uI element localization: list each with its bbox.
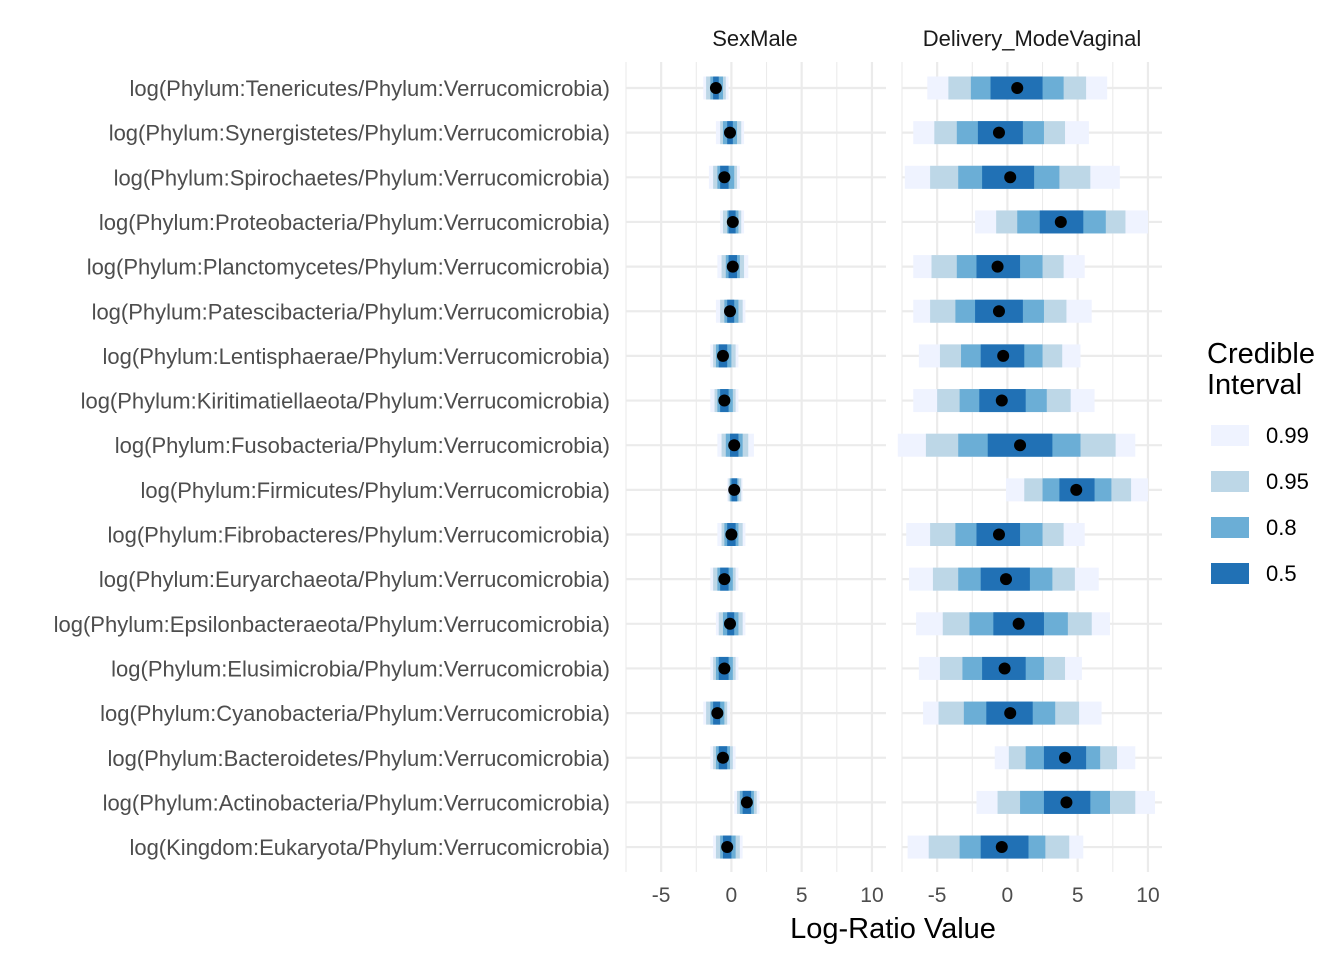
legend-label-0-95: 0.95 [1266,469,1309,494]
y-tick-label: log(Phylum:Patescibacteria/Phylum:Verruc… [92,299,610,324]
y-tick-label: log(Phylum:Elusimicrobia/Phylum:Verrucom… [111,656,610,681]
legend-title-line-1: Credible [1207,338,1315,370]
median-point-delivery-modevaginal [1060,796,1073,809]
legend-key-0-8 [1211,517,1249,538]
x-axis-label: Log-Ratio Value [790,913,996,945]
x-tick-label: 0 [726,884,738,907]
y-tick-label: log(Phylum:Synergistetes/Phylum:Verrucom… [109,121,610,146]
panel-title-sexmale: SexMale [712,26,798,51]
median-point-delivery-modevaginal [1059,751,1072,764]
y-tick-label: log(Kingdom:Eukaryota/Phylum:Verrucomicr… [129,835,610,860]
y-tick-label: log(Phylum:Epsilonbacteraeota/Phylum:Ver… [54,612,610,637]
y-tick-label: log(Phylum:Bacteroidetes/Phylum:Verrucom… [107,746,610,771]
median-point-sexmale [718,394,731,407]
median-point-delivery-modevaginal [995,394,1008,407]
median-point-delivery-modevaginal [1000,573,1012,586]
point-layer [709,82,1083,854]
x-tick-label: 5 [796,884,808,907]
x-tick-label: -5 [652,884,671,907]
median-point-sexmale [728,483,741,496]
y-tick-label: log(Phylum:Fibrobacteres/Phylum:Verrucom… [107,523,610,548]
median-point-sexmale [740,796,753,809]
median-point-delivery-modevaginal [1012,617,1025,630]
median-point-sexmale [716,751,729,764]
median-point-sexmale [709,82,722,94]
median-point-delivery-modevaginal [1054,215,1067,228]
median-point-delivery-modevaginal [998,662,1011,675]
median-point-sexmale [721,841,734,854]
median-point-delivery-modevaginal [992,126,1005,139]
median-point-sexmale [718,662,731,675]
legend-label-0-5: 0.5 [1266,561,1297,586]
legend-title-line-2: Interval [1207,369,1302,401]
y-tick-label: log(Phylum:Actinobacteria/Phylum:Verruco… [103,790,610,815]
median-point-sexmale [726,260,739,273]
median-point-delivery-modevaginal [1070,483,1083,496]
median-point-sexmale [711,707,724,720]
median-point-sexmale [726,215,739,228]
panel-title-delivery-mode-vaginal: Delivery_ModeVaginal [923,26,1142,51]
label-layer: -5 0 5 10 -5 0 5 10 log(Phylum:Tenericutes/Phylu… [54,76,1160,907]
x-tick-label: 5 [1072,884,1084,907]
median-point-delivery-modevaginal [1014,439,1027,452]
median-point-sexmale [724,126,736,139]
legend-label-0-99: 0.99 [1266,423,1309,448]
y-tick-label: log(Phylum:Kiritimatiellaeota/Phylum:Ver… [81,389,610,414]
median-point-sexmale [725,528,738,541]
median-point-delivery-modevaginal [995,841,1008,854]
x-tick-label: -5 [928,884,947,907]
median-point-delivery-modevaginal [1004,707,1017,720]
x-tick-label: 0 [1002,884,1014,907]
x-tick-label: 10 [860,884,883,907]
y-tick-label: log(Phylum:Tenericutes/Phylum:Verrucomic… [129,76,610,101]
y-tick-label: log(Phylum:Firmicutes/Phylum:Verrucomicr… [141,478,610,503]
y-tick-label: log(Phylum:Spirochaetes/Phylum:Verrucomi… [114,165,610,190]
legend: Credible Interval 0.99 0.95 0.8 0.5 [1207,338,1315,586]
x-tick-label: 10 [1136,884,1159,907]
median-point-sexmale [718,171,731,184]
median-point-delivery-modevaginal [992,305,1005,318]
y-tick-label: log(Phylum:Cyanobacteria/Phylum:Verrucom… [100,701,610,726]
median-point-sexmale [716,349,729,362]
legend-key-0-99 [1211,425,1249,446]
legend-key-0-95 [1211,471,1249,492]
y-tick-label: log(Phylum:Proteobacteria/Phylum:Verruco… [99,210,610,235]
median-point-delivery-modevaginal [1004,171,1017,184]
median-point-sexmale [728,439,741,452]
median-point-sexmale [724,617,736,630]
y-tick-label: log(Phylum:Planctomycetes/Phylum:Verruco… [87,255,610,280]
y-tick-label: log(Phylum:Fusobacteria/Phylum:Verrucomi… [115,433,610,458]
median-point-delivery-modevaginal [1011,82,1024,94]
legend-key-0-5 [1211,563,1249,584]
y-tick-label: log(Phylum:Lentisphaerae/Phylum:Verrucom… [103,344,610,369]
median-point-sexmale [718,573,731,586]
median-point-sexmale [724,305,736,318]
median-point-delivery-modevaginal [991,260,1004,273]
median-point-delivery-modevaginal [997,349,1010,362]
legend-label-0-8: 0.8 [1266,515,1297,540]
y-tick-label: log(Phylum:Euryarchaeota/Phylum:Verrucom… [99,567,610,592]
median-point-delivery-modevaginal [992,528,1005,541]
